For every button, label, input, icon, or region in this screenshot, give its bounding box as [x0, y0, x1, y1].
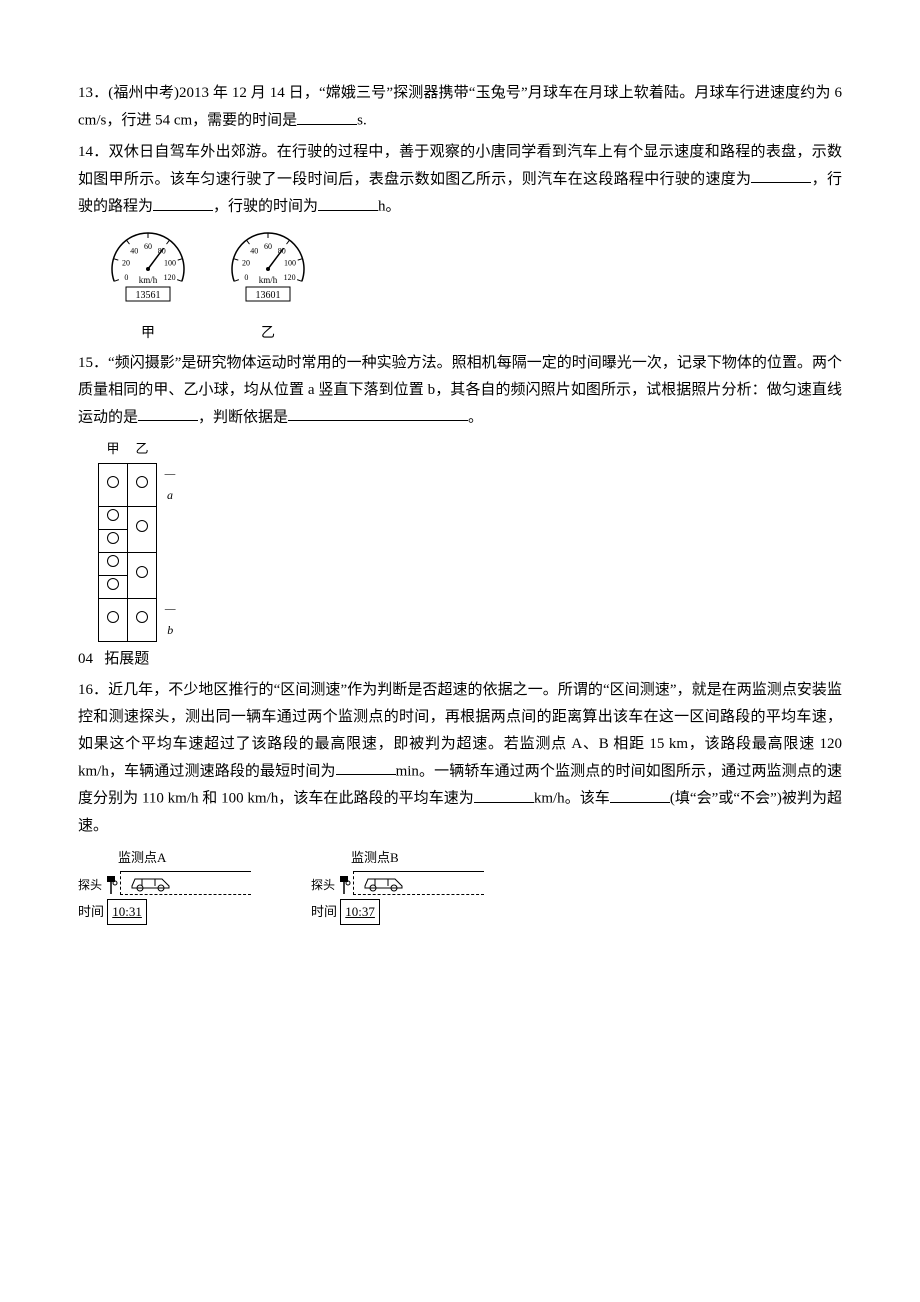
time-a-label: 时间 — [78, 904, 104, 919]
q15-blank-2 — [288, 404, 468, 422]
q14-blank-3 — [318, 193, 378, 211]
probe-b-label: 探头 — [311, 875, 335, 897]
svg-text:120: 120 — [284, 272, 296, 281]
svg-text:100: 100 — [284, 258, 296, 267]
section-title: 拓展题 — [104, 651, 149, 667]
svg-text:100: 100 — [164, 258, 176, 267]
monitor-b: 监测点B 探头 时间 10:37 — [311, 846, 484, 925]
question-15: 15．“频闪摄影”是研究物体运动时常用的一种实验方法。照相机每隔一定的时间曝光一… — [78, 350, 842, 432]
q15-figure: 甲乙— a— b — [98, 437, 842, 642]
q16-blank-2 — [474, 785, 534, 803]
svg-text:km/h: km/h — [139, 275, 158, 285]
question-16: 16．近几年，不少地区推行的“区间测速”作为判断是否超速的依据之一。所谓的“区间… — [78, 677, 842, 840]
section-num: 04 — [78, 651, 93, 667]
gauge-b-svg: 020406080100120km/h13601 — [218, 229, 318, 309]
svg-text:20: 20 — [122, 258, 130, 267]
q13-number: 13． — [78, 85, 108, 101]
monitor-b-label: 监测点B — [351, 846, 484, 869]
monitor-b-lane — [353, 871, 484, 895]
gauge-a-label: 甲 — [98, 321, 198, 346]
q14-text-d: h。 — [378, 199, 401, 215]
q15-blank-1 — [138, 404, 198, 422]
svg-text:km/h: km/h — [259, 275, 278, 285]
q14-figure: 020406080100120km/h13561 甲 0204060801001… — [98, 229, 842, 346]
car-a-icon — [127, 874, 177, 892]
q14-text-a: 双休日自驾车外出郊游。在行驶的过程中，善于观察的小唐同学看到汽车上有个显示速度和… — [78, 144, 842, 188]
time-b-label: 时间 — [311, 904, 337, 919]
svg-text:60: 60 — [144, 242, 152, 251]
q14-blank-2 — [153, 193, 213, 211]
svg-text:0: 0 — [244, 272, 248, 281]
q14-number: 14． — [78, 144, 109, 160]
probe-b-icon — [337, 874, 353, 896]
svg-text:60: 60 — [264, 242, 272, 251]
q16-text-c: km/h。该车 — [534, 791, 610, 807]
q15-text-b: ，判断依据是 — [198, 409, 288, 425]
q16-figure: 监测点A 探头 时间 10:31 监测点B 探头 时间 10:37 — [78, 846, 842, 925]
monitor-a-label: 监测点A — [118, 846, 251, 869]
svg-text:120: 120 — [164, 272, 176, 281]
q13-text-b: s. — [357, 113, 367, 129]
gauge-a: 020406080100120km/h13561 甲 — [98, 229, 198, 346]
probe-a-label: 探头 — [78, 875, 102, 897]
time-a-value: 10:31 — [107, 899, 147, 924]
svg-text:13561: 13561 — [136, 290, 161, 301]
q16-blank-1 — [336, 758, 396, 776]
strobe-table: 甲乙— a— b — [98, 437, 180, 642]
q15-text-c: 。 — [468, 409, 483, 425]
car-b-icon — [360, 874, 410, 892]
svg-text:40: 40 — [250, 246, 258, 255]
q15-number: 15． — [78, 355, 108, 371]
q14-blank-1 — [751, 166, 811, 184]
section-header: 04 拓展题 — [78, 646, 842, 673]
question-13: 13．(福州中考)2013 年 12 月 14 日，“嫦娥三号”探测器携带“玉兔… — [78, 80, 842, 135]
q13-text-a: (福州中考)2013 年 12 月 14 日，“嫦娥三号”探测器携带“玉兔号”月… — [78, 85, 842, 129]
probe-a-icon — [104, 874, 120, 896]
q16-blank-3 — [610, 785, 670, 803]
gauge-b-label: 乙 — [218, 321, 318, 346]
gauge-b: 020406080100120km/h13601 乙 — [218, 229, 318, 346]
time-b-value: 10:37 — [340, 899, 380, 924]
svg-text:40: 40 — [130, 246, 138, 255]
monitor-a: 监测点A 探头 时间 10:31 — [78, 846, 251, 925]
q13-blank — [297, 107, 357, 125]
gauge-a-svg: 020406080100120km/h13561 — [98, 229, 198, 309]
q16-number: 16． — [78, 682, 108, 698]
svg-text:20: 20 — [242, 258, 250, 267]
monitor-a-lane — [120, 871, 251, 895]
svg-text:0: 0 — [124, 272, 128, 281]
q14-text-c: ，行驶的时间为 — [213, 199, 318, 215]
question-14: 14．双休日自驾车外出郊游。在行驶的过程中，善于观察的小唐同学看到汽车上有个显示… — [78, 139, 842, 221]
svg-text:13601: 13601 — [256, 290, 281, 301]
